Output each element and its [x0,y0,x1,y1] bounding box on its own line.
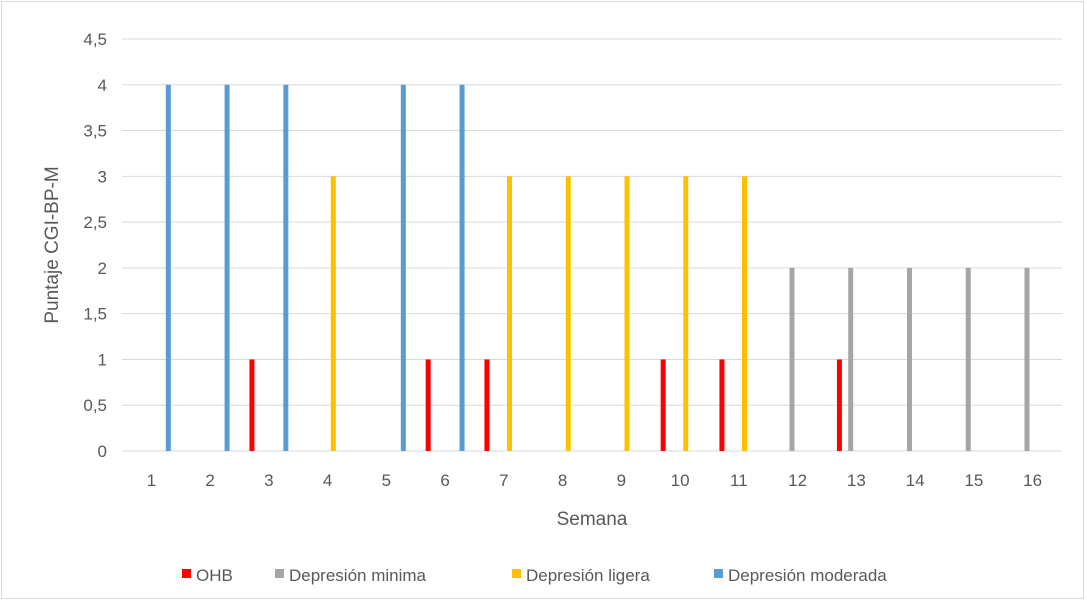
y-tick-label: 0 [98,442,107,461]
y-tick-label: 2 [98,259,107,278]
y-tick-label: 3 [98,167,107,186]
y-tick-label: 0,5 [83,396,107,415]
x-tick-label: 6 [440,471,449,490]
x-tick-label: 11 [730,471,748,490]
legend-swatch [512,569,521,578]
x-tick-label: 10 [671,471,690,490]
bar [836,359,842,451]
y-axis-title: Puntaje CGI-BP-M [42,166,63,323]
bar [719,359,725,451]
bar [906,267,912,451]
y-tick-label: 2,5 [83,213,107,232]
bar [624,176,630,452]
bar [400,84,406,452]
x-tick-label: 15 [964,471,983,490]
bar [507,176,513,452]
x-tick-label: 4 [323,471,332,490]
bars [165,84,1030,452]
x-axis-title: Semana [557,509,628,530]
gridlines [122,38,1062,452]
bar [565,176,571,452]
bar [459,84,465,452]
legend-swatch [182,569,191,578]
legend-label: Depresión moderada [728,566,887,585]
x-axis-ticks: 1 2 3 4 5 6 7 8 9 10 11 12 13 14 15 16 [147,471,1042,490]
x-tick-label: 3 [264,471,273,490]
y-tick-label: 4,5 [83,30,107,49]
bar [249,359,255,451]
y-axis-ticks: 0 0,5 1 1,5 2 2,5 3 3,5 4 4,5 [83,30,107,461]
legend-label: Depresión ligera [526,566,650,585]
bar [742,176,748,452]
bar [965,267,971,451]
x-tick-label: 2 [205,471,214,490]
legend-label: OHB [196,566,233,585]
y-tick-label: 1,5 [83,305,107,324]
legend-swatch [275,569,284,578]
x-tick-label: 8 [558,471,567,490]
y-tick-label: 3,5 [83,122,107,141]
bar [484,359,490,451]
y-tick-label: 1 [98,350,107,369]
bar [165,84,171,452]
bar [660,359,666,451]
x-tick-label: 16 [1023,471,1042,490]
x-tick-label: 13 [847,471,866,490]
bar [1024,267,1030,451]
x-tick-label: 5 [382,471,391,490]
bar [848,267,854,451]
bar [224,84,230,452]
x-tick-label: 1 [147,471,156,490]
x-tick-label: 14 [906,471,925,490]
bar [283,84,289,452]
x-tick-label: 12 [788,471,807,490]
legend: OHB Depresión minima Depresión ligera Depre… [182,566,887,585]
bar [425,359,431,451]
bar [683,176,689,452]
x-tick-label: 9 [617,471,626,490]
bar [330,176,336,452]
bar [789,267,795,451]
x-tick-label: 7 [499,471,508,490]
legend-label: Depresión minima [289,566,427,585]
y-tick-label: 4 [98,76,107,95]
legend-swatch [714,569,723,578]
